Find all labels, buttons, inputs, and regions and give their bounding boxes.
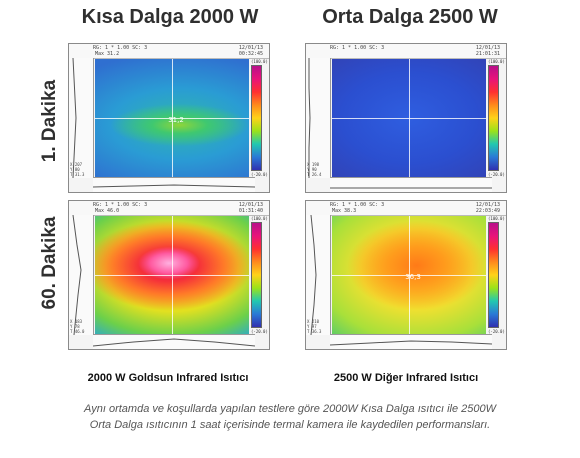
thermal-panel-short-wave-minute-1: RG: 1 * 1.00 SC: 3 Max 31.2 12/01/13 00:3… — [68, 43, 270, 193]
panel-header: RG: 1 * 1.00 SC: 3 Max 38.3 12/01/13 22:0… — [306, 201, 506, 216]
temperature-scale: (100.0) (-20.0) — [251, 59, 268, 177]
thermal-image: 36,3 — [332, 216, 486, 334]
max-temp-text: Max 38.3 — [332, 208, 357, 214]
max-temp-text: Max 46.0 — [95, 208, 120, 214]
temperature-scale: (100.0) (-20.0) — [488, 59, 505, 177]
footnote-line-2: Orta Dalga ısıtıcının 1 saat içerisinde … — [89, 419, 491, 431]
cursor-readout: X 183 Y 78 T 46.0 — [70, 319, 85, 334]
camera-settings-text: RG: 1 * 1.00 SC: 3 — [93, 45, 148, 51]
camera-settings-text: RG: 1 * 1.00 SC: 3 — [330, 202, 385, 208]
footnote-line-1: Aynı ortamda ve koşullarda yapılan testl… — [83, 403, 496, 415]
horizontal-profile — [92, 334, 256, 349]
center-temperature: 36,3 — [405, 273, 421, 281]
timestamp: 12/01/13 00:32:45 — [238, 45, 263, 57]
thermal-panel-medium-wave-minute-60: RG: 1 * 1.00 SC: 3 Max 38.3 12/01/13 22:0… — [305, 200, 507, 350]
vertical-profile — [69, 57, 94, 179]
thermal-image: 31,2 — [95, 59, 249, 177]
temperature-scale: (100.0) (-20.0) — [251, 216, 268, 334]
row-label-minute-1: 1. Dakika — [39, 79, 60, 163]
center-temperature: 31,2 — [168, 116, 184, 124]
panel-header: RG: 1 * 1.00 SC: 3 12/01/13 21:01:31 — [306, 44, 506, 59]
timestamp: 12/01/13 01:31:40 — [238, 202, 263, 214]
cursor-readout: X 210 Y 97 T 36.3 — [307, 319, 322, 334]
panel-header: RG: 1 * 1.00 SC: 3 Max 31.2 12/01/13 00:3… — [69, 44, 269, 59]
camera-settings-text: RG: 1 * 1.00 SC: 3 — [93, 202, 148, 208]
temperature-scale: (100.0) (-20.0) — [488, 216, 505, 334]
horizontal-profile — [330, 177, 492, 192]
thermal-panel-medium-wave-minute-1: RG: 1 * 1.00 SC: 3 12/01/13 21:01:31 X 19… — [305, 43, 507, 193]
vertical-profile — [306, 58, 331, 178]
cursor-readout: X 198 Y 90 T 26.4 — [307, 162, 322, 177]
vertical-profile — [69, 214, 94, 336]
cursor-readout: X 207 Y 80 T 31.3 — [70, 162, 85, 177]
caption-goldsun-heater: 2000 W Goldsun Infrared Isıtıcı — [87, 372, 249, 384]
column-title-medium-wave: Orta Dalga 2500 W — [322, 6, 498, 28]
max-temp-text: Max 31.2 — [95, 51, 120, 57]
timestamp: 12/01/13 22:03:49 — [475, 202, 500, 214]
caption-other-heater: 2500 W Diğer Infrared Isıtıcı — [333, 372, 479, 384]
row-label-minute-60: 60. Dakika — [39, 216, 60, 310]
timestamp: 12/01/13 21:01:31 — [475, 45, 500, 57]
horizontal-profile — [92, 177, 256, 192]
panel-header: RG: 1 * 1.00 SC: 3 Max 46.0 12/01/13 01:3… — [69, 201, 269, 216]
vertical-profile — [306, 214, 331, 336]
thermal-panel-short-wave-minute-60: RG: 1 * 1.00 SC: 3 Max 46.0 12/01/13 01:3… — [68, 200, 270, 350]
column-title-short-wave: Kısa Dalga 2000 W — [81, 6, 259, 28]
thermal-image — [95, 216, 249, 334]
thermal-image — [332, 59, 486, 177]
camera-settings-text: RG: 1 * 1.00 SC: 3 — [330, 45, 385, 51]
horizontal-profile — [329, 334, 493, 349]
